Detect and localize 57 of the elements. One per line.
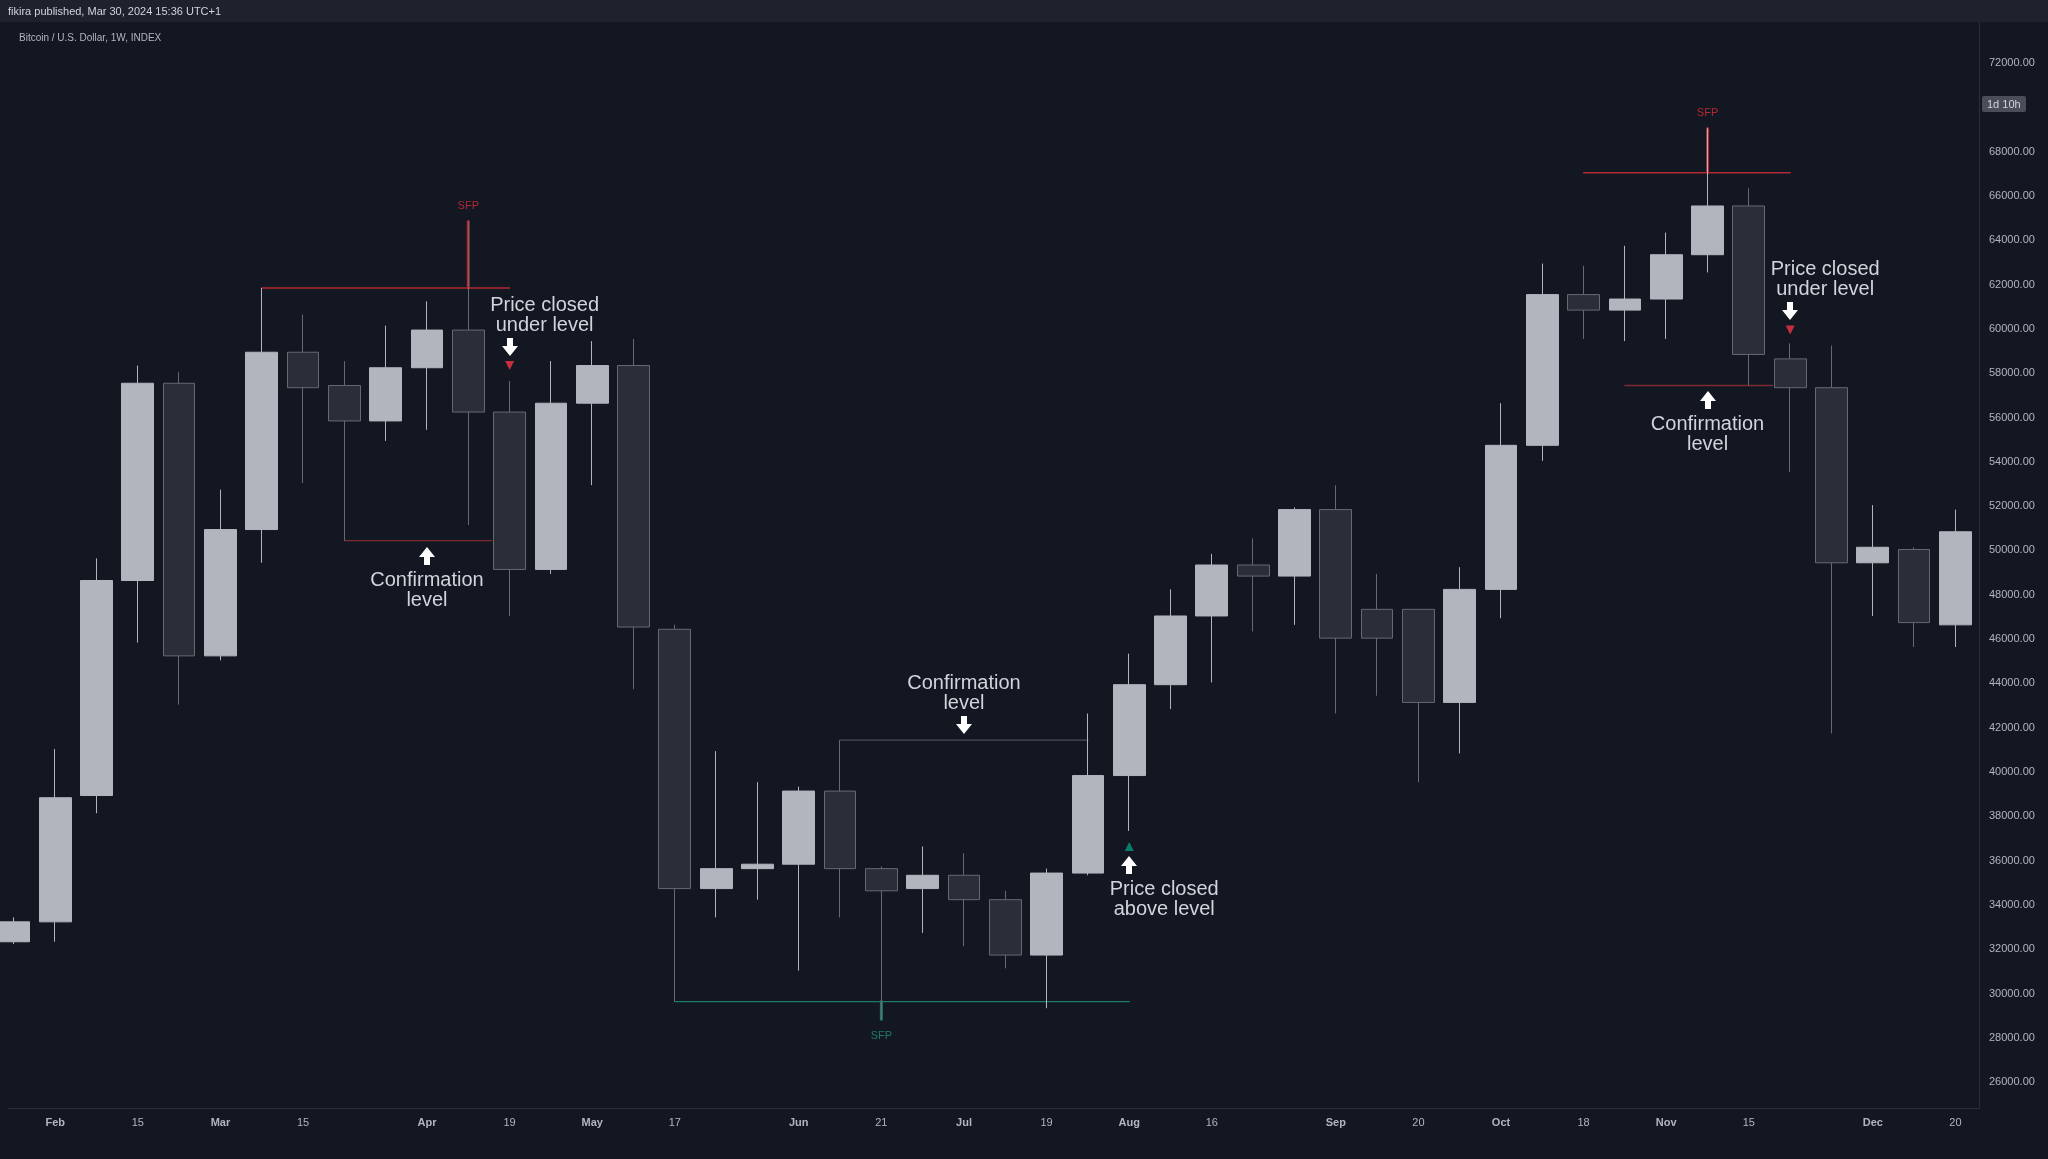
x-tick-label: Dec (1862, 1115, 1883, 1128)
x-tick-label: 19 (1040, 1115, 1053, 1128)
x-tick-label: Feb (45, 1115, 66, 1128)
annotation: SFP (1696, 106, 1719, 119)
text: Bitcoin / U.S. Dollar, 1W, INDEX (19, 31, 162, 43)
x-tick-label: 15 (1742, 1115, 1755, 1128)
y-tick-label: 66000.00 (1989, 188, 2035, 201)
x-tick-label: Apr (417, 1115, 438, 1128)
annotation: Price closed under level (490, 292, 600, 335)
x-tick-label: Aug (1118, 1115, 1140, 1128)
y-tick-label: 58000.00 (1989, 366, 2035, 379)
y-tick-label: 50000.00 (1989, 543, 2035, 556)
x-tick-label: Jun (788, 1115, 809, 1128)
y-tick-label: 38000.00 (1989, 809, 2035, 822)
x-tick-label: Oct (1491, 1115, 1511, 1128)
y-tick-label: 28000.00 (1989, 1031, 2035, 1044)
annotation: Confirmation level (907, 671, 1021, 714)
x-tick-label: Nov (1655, 1115, 1678, 1128)
x-tick-label: 18 (1577, 1115, 1590, 1128)
y-tick-label: 32000.00 (1989, 942, 2035, 955)
x-tick-label: 20 (1949, 1115, 1962, 1128)
y-tick-label: 42000.00 (1989, 720, 2035, 733)
y-tick-label: 60000.00 (1989, 321, 2035, 334)
y-tick-label: 30000.00 (1989, 986, 2035, 999)
y-tick-label: 52000.00 (1989, 499, 2035, 512)
annotation: Confirmation level (370, 567, 484, 610)
annotation: Price closed under level (1770, 257, 1880, 300)
annotation: SFP (870, 1029, 893, 1042)
y-tick-label: 64000.00 (1989, 233, 2035, 246)
y-tick-label: 26000.00 (1989, 1075, 2035, 1088)
text: 1d 10h (1982, 96, 2026, 112)
x-tick-label: Sep (1325, 1115, 1347, 1128)
y-tick-label: 48000.00 (1989, 587, 2035, 600)
annotation: Confirmation level (1650, 412, 1765, 455)
y-tick-label: 34000.00 (1989, 898, 2035, 911)
y-tick-label: 46000.00 (1989, 632, 2035, 645)
text: fikira published, Mar 30, 2024 15:36 UTC+1 (0, 0, 2048, 22)
annotation: Price closed above level (1109, 877, 1219, 920)
annotation: SFP (457, 199, 479, 212)
x-tick-label: 21 (875, 1115, 888, 1128)
y-tick-label: 54000.00 (1989, 454, 2035, 467)
y-tick-label: 44000.00 (1989, 676, 2035, 689)
x-tick-label: Jul (956, 1115, 972, 1128)
x-tick-label: Mar (210, 1115, 231, 1128)
y-tick-label: 68000.00 (1989, 144, 2035, 157)
x-tick-label: 15 (131, 1115, 144, 1128)
x-tick-label: 15 (296, 1115, 310, 1128)
x-tick-label: 20 (1412, 1115, 1425, 1128)
x-tick-label: May (581, 1115, 604, 1128)
x-tick-label: 17 (668, 1115, 681, 1128)
y-tick-label: 62000.00 (1989, 277, 2035, 290)
y-tick-label: 40000.00 (1989, 765, 2035, 778)
y-tick-label: 72000.00 (1989, 55, 2035, 68)
x-tick-label: 16 (1205, 1115, 1218, 1128)
y-tick-label: 36000.00 (1989, 853, 2035, 866)
x-tick-label: 19 (503, 1115, 516, 1128)
y-tick-label: 56000.00 (1989, 410, 2035, 423)
